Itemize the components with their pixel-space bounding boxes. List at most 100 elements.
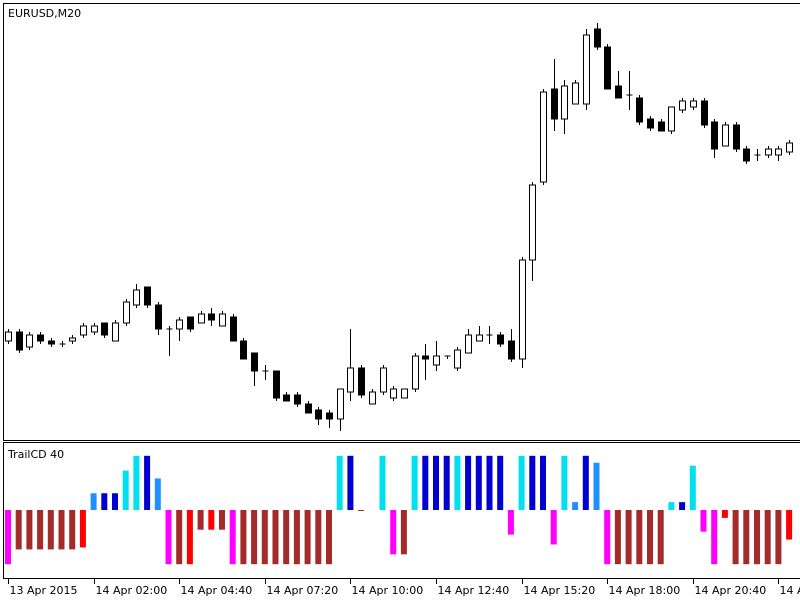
- candle-body: [636, 97, 643, 123]
- candle-body: [380, 367, 387, 393]
- histogram-bar: [732, 510, 739, 565]
- histogram-bar: [540, 455, 546, 510]
- candle-body: [519, 259, 526, 360]
- histogram-bar: [518, 455, 525, 510]
- histogram-bar: [326, 510, 332, 565]
- candle-body: [315, 409, 322, 420]
- histogram-bar: [433, 455, 439, 510]
- candle-body: [48, 340, 55, 345]
- candle-body: [5, 331, 12, 342]
- histogram-bar: [636, 510, 643, 565]
- candle-body: [583, 34, 590, 105]
- candle-body: [465, 334, 472, 354]
- candle-body: [240, 340, 247, 360]
- histogram-bar: [700, 510, 707, 532]
- candle-body: [561, 85, 568, 120]
- histogram-bar: [561, 455, 568, 510]
- indicator-title: TrailCD 40: [7, 448, 64, 461]
- x-tick-label: 14 Apr 10:00: [352, 584, 424, 597]
- histogram-bar: [69, 510, 76, 550]
- candle-body: [37, 334, 44, 342]
- histogram-bar: [679, 502, 686, 510]
- x-tick-label: 14 Apr 15:20: [524, 584, 596, 597]
- candle-body: [401, 388, 408, 399]
- histogram-bar: [165, 510, 172, 565]
- histogram-bar: [208, 510, 215, 530]
- histogram-bar: [379, 455, 386, 510]
- x-tick-label: 14 Apr 20:40: [695, 584, 767, 597]
- histogram-bar: [240, 510, 247, 565]
- candle-body: [155, 304, 162, 330]
- candle-body: [337, 388, 344, 420]
- candle-body: [305, 403, 312, 414]
- candle-body: [786, 142, 793, 153]
- candle-body: [711, 121, 718, 150]
- histogram-bar: [315, 510, 322, 565]
- x-tick-label: 14 Apr 12:40: [438, 584, 510, 597]
- candle-body: [775, 148, 782, 156]
- candle-body: [412, 355, 419, 390]
- histogram-bar: [668, 502, 675, 510]
- histogram-bar: [58, 510, 65, 550]
- histogram-bar: [197, 510, 204, 530]
- histogram-bar: [754, 510, 760, 565]
- histogram-bar: [721, 510, 728, 518]
- candle-body: [668, 106, 675, 132]
- candle-body: [422, 355, 429, 360]
- candle-body: [347, 367, 354, 393]
- histogram-bar: [347, 455, 354, 510]
- histogram-bar: [422, 455, 429, 510]
- histogram-bar: [593, 462, 600, 510]
- histogram-bar: [786, 510, 793, 540]
- histogram-bar: [390, 510, 397, 555]
- histogram-bar: [26, 510, 33, 550]
- candle-body: [529, 184, 536, 261]
- candle-body: [647, 118, 654, 129]
- histogram-bar: [144, 455, 151, 510]
- candle-body: [454, 349, 461, 369]
- candle-body: [208, 313, 215, 321]
- histogram-bar: [358, 510, 365, 511]
- candle-body: [273, 370, 280, 399]
- x-tick-label: 14 Apr 04:40: [181, 584, 253, 597]
- histogram-bar: [625, 510, 632, 565]
- histogram-bar: [572, 502, 579, 510]
- candle-body: [219, 313, 226, 327]
- candle-body: [572, 82, 579, 105]
- histogram-bar: [122, 470, 129, 510]
- histogram-bar: [775, 510, 782, 565]
- candle-body: [722, 124, 729, 147]
- chart-title: EURUSD,M20: [8, 7, 81, 20]
- histogram-bar: [293, 510, 300, 565]
- histogram-bar: [689, 465, 696, 510]
- histogram-bar: [657, 510, 664, 565]
- candle-body: [733, 124, 740, 150]
- candle-body: [112, 322, 119, 342]
- histogram-bar: [272, 510, 279, 565]
- candle-body: [326, 412, 333, 420]
- histogram-bar: [454, 455, 461, 510]
- x-tick-label: 14 Apr 02:00: [96, 584, 168, 597]
- candle-body: [144, 286, 151, 306]
- histogram-bar: [507, 510, 514, 535]
- candle-body: [16, 331, 23, 351]
- histogram-bar: [764, 510, 771, 565]
- histogram-bar: [15, 510, 22, 550]
- x-tick-label: 14 Apr 07:20: [267, 584, 339, 597]
- candle-body: [91, 325, 98, 333]
- candle-body: [294, 394, 301, 405]
- histogram-bar: [550, 510, 557, 545]
- candle-body: [679, 100, 686, 111]
- candle-body: [508, 340, 515, 360]
- histogram-bar: [304, 510, 311, 565]
- histogram-bar: [411, 455, 418, 510]
- histogram-bar: [154, 478, 161, 510]
- candle-body: [230, 316, 237, 342]
- x-tick-label: 13 Apr 2015: [10, 584, 78, 597]
- candle-body: [69, 337, 76, 342]
- histogram-bar: [497, 455, 504, 510]
- candle-body: [701, 100, 708, 126]
- candle-body: [476, 334, 483, 342]
- candle-body: [251, 352, 258, 372]
- histogram-bar: [176, 510, 183, 565]
